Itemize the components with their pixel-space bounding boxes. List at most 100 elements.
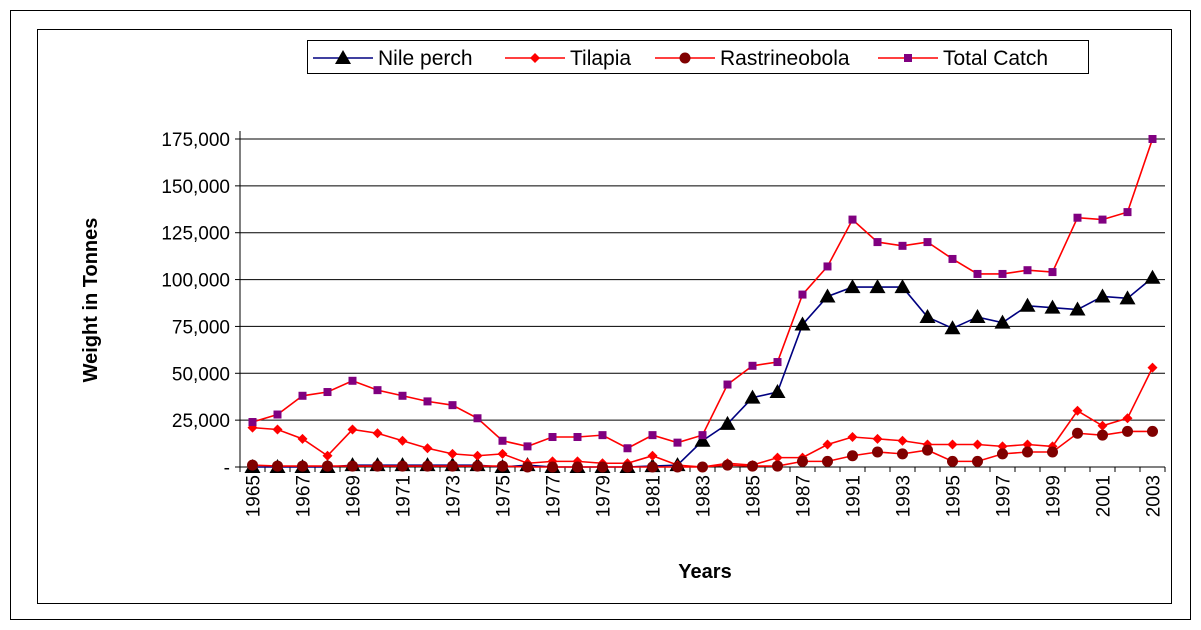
data-point xyxy=(773,358,782,367)
data-point xyxy=(872,433,883,444)
data-point xyxy=(298,391,307,400)
legend-label: Nile perch xyxy=(378,47,473,70)
y-tick-label: 125,000 xyxy=(161,224,230,245)
legend-marker xyxy=(530,53,540,63)
data-point xyxy=(1048,268,1057,277)
data-point xyxy=(1073,213,1082,222)
data-point xyxy=(898,241,907,250)
data-point xyxy=(1119,290,1136,305)
x-tick-label: 1993 xyxy=(894,475,915,517)
data-point xyxy=(547,461,558,473)
x-axis-title: Years xyxy=(678,561,731,583)
data-point xyxy=(497,448,508,459)
data-point xyxy=(373,386,382,395)
data-point xyxy=(297,433,308,444)
data-point xyxy=(798,290,807,299)
data-point xyxy=(497,460,508,472)
data-point xyxy=(647,461,658,473)
data-point xyxy=(948,254,957,263)
data-point xyxy=(297,460,308,472)
y-tick-label: 50,000 xyxy=(172,364,230,385)
x-tick-label: 1985 xyxy=(744,475,765,517)
legend-box xyxy=(307,40,1089,74)
data-point xyxy=(597,461,608,473)
data-point xyxy=(1098,215,1107,224)
data-point xyxy=(919,309,936,324)
data-point xyxy=(1147,425,1158,437)
data-point xyxy=(1148,135,1157,143)
data-point xyxy=(522,461,533,473)
data-point xyxy=(1147,362,1158,373)
data-point xyxy=(997,448,1008,460)
data-point xyxy=(1047,446,1058,458)
data-point xyxy=(1094,288,1111,303)
data-point xyxy=(322,460,333,472)
x-tick-label: 2003 xyxy=(1144,475,1165,517)
x-tick-label: 1973 xyxy=(444,475,465,517)
data-point xyxy=(794,316,811,331)
data-point xyxy=(1122,425,1133,437)
data-point xyxy=(947,455,958,467)
data-point xyxy=(1097,429,1108,441)
legend-label: Total Catch xyxy=(943,47,1048,70)
data-point xyxy=(719,415,736,430)
data-point xyxy=(348,376,357,385)
legend-label: Tilapia xyxy=(570,47,631,70)
data-point xyxy=(273,410,282,419)
x-tick-label: 1981 xyxy=(644,475,665,517)
data-point xyxy=(1069,301,1086,316)
data-point xyxy=(548,433,557,442)
data-point xyxy=(969,309,986,324)
data-point xyxy=(873,238,882,247)
data-point xyxy=(447,448,458,459)
data-point xyxy=(1072,405,1083,416)
data-point xyxy=(648,431,657,440)
data-point xyxy=(869,279,886,294)
legend-marker xyxy=(335,50,351,64)
data-point xyxy=(847,450,858,462)
x-tick-label: 1971 xyxy=(394,475,415,517)
data-point xyxy=(897,448,908,460)
x-tick-label: 1991 xyxy=(844,475,865,517)
data-point xyxy=(947,439,958,450)
data-point xyxy=(673,438,682,447)
data-point xyxy=(323,388,332,397)
data-point xyxy=(1022,446,1033,458)
data-point xyxy=(723,380,732,389)
y-tick-label: 175,000 xyxy=(161,130,230,151)
data-point xyxy=(697,461,708,473)
data-point xyxy=(997,441,1008,452)
data-point xyxy=(448,401,457,410)
data-point xyxy=(772,460,783,472)
data-point xyxy=(498,436,507,445)
data-point xyxy=(1122,413,1133,424)
data-point xyxy=(598,431,607,440)
data-point xyxy=(923,238,932,247)
x-tick-label: 1965 xyxy=(244,475,265,517)
data-point xyxy=(694,432,711,447)
data-point xyxy=(823,262,832,271)
y-axis-title: Weight in Tonnes xyxy=(80,218,102,383)
x-tick-label: 1977 xyxy=(544,475,565,517)
x-tick-label: 1995 xyxy=(944,475,965,517)
x-tick-label: 1987 xyxy=(794,475,815,517)
y-tick-label: 25,000 xyxy=(172,411,230,432)
data-point xyxy=(397,435,408,446)
data-point xyxy=(822,439,833,450)
x-tick-label: 1983 xyxy=(694,475,715,517)
x-tick-label: 1999 xyxy=(1044,475,1065,517)
x-tick-label: 1967 xyxy=(294,475,315,517)
data-point xyxy=(797,455,808,467)
data-point xyxy=(972,455,983,467)
data-point xyxy=(647,450,658,461)
data-point xyxy=(922,444,933,456)
data-point xyxy=(1123,208,1132,217)
data-point xyxy=(744,389,761,404)
data-point xyxy=(972,439,983,450)
data-point xyxy=(998,269,1007,278)
data-point xyxy=(1072,427,1083,439)
data-point xyxy=(973,269,982,278)
data-point xyxy=(994,314,1011,329)
